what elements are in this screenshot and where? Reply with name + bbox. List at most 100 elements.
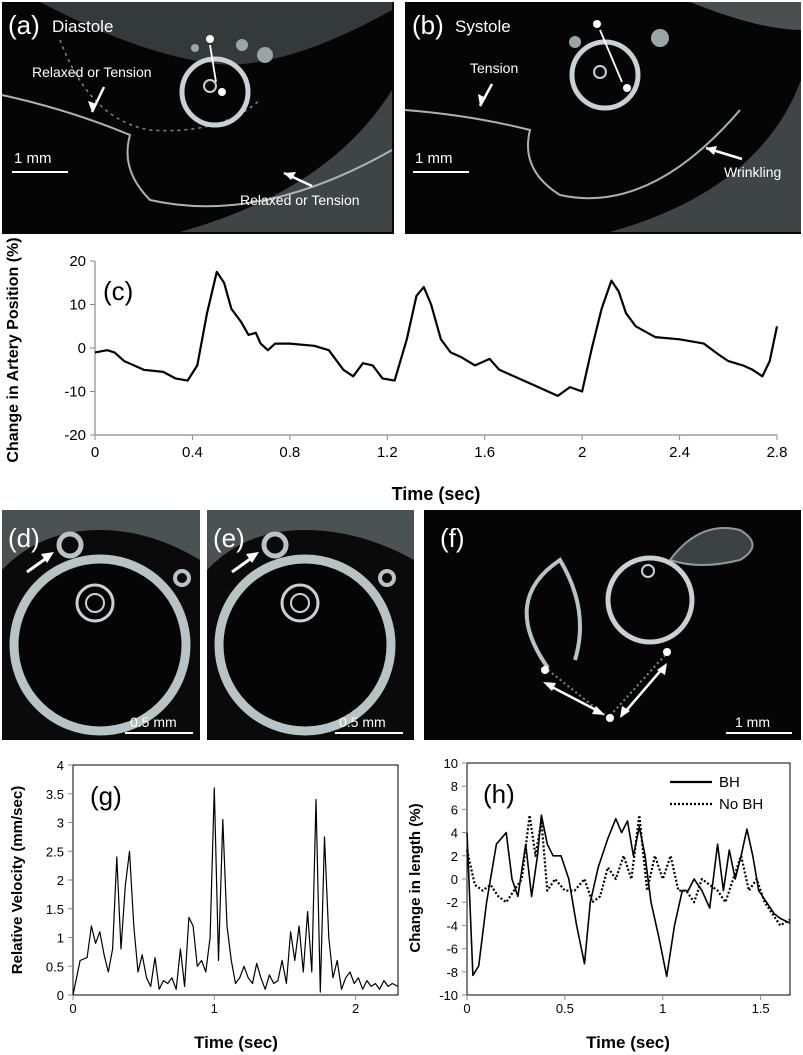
length-arrowhead-f-2b xyxy=(657,663,667,675)
tissue-d xyxy=(2,510,200,570)
length-arrowhead-f-1b xyxy=(592,706,605,715)
y-tick-label-h: -10 xyxy=(439,988,458,1003)
arrow-e xyxy=(231,555,254,574)
y-tick-label-c: -20 xyxy=(64,427,86,444)
y-axis-label-c: Change in Artery Position (%) xyxy=(5,237,22,462)
y-tick-label-g: 2.5 xyxy=(46,844,64,859)
side-vessel-d xyxy=(56,531,84,559)
marker-arrow-a xyxy=(209,44,217,83)
catheter-f xyxy=(641,564,655,578)
catheter-a xyxy=(203,79,217,93)
panel-label-b: (b) xyxy=(412,10,444,40)
x-tick-label-c: 2.4 xyxy=(669,444,690,461)
x-tick-label-g: 1 xyxy=(211,1001,218,1016)
y-tick-label-g: 1 xyxy=(57,931,64,946)
annotation-arrowhead-a-2 xyxy=(284,172,296,180)
y-tick-label-g: 1.5 xyxy=(46,902,64,917)
panel-label-a: (a) xyxy=(8,10,40,40)
y-tick-label-g: 4 xyxy=(57,758,64,773)
tissue-bottom-b xyxy=(610,80,801,232)
y-tick-label-h: 6 xyxy=(451,802,458,817)
side-vessel-e xyxy=(261,531,289,559)
panel-label-d: (d) xyxy=(8,523,40,553)
artery-ring-d xyxy=(9,554,191,736)
marker-dot-f-2 xyxy=(606,714,614,722)
vessel-a-2 xyxy=(236,39,248,51)
chart-h: 0 0.5 1 1.5 -10 -8 -6 -4 -2 0 2 4 6 8 10 Time (sec) Chan… xyxy=(407,756,791,1052)
scale-label-d: 0.5 mm xyxy=(130,714,177,730)
artery-ring-e xyxy=(214,554,396,736)
tissue-e xyxy=(207,510,414,570)
side-vessel-d-2 xyxy=(173,569,191,587)
y-tick-label-h: -4 xyxy=(446,918,458,933)
panel-label-f: (f) xyxy=(440,523,465,553)
y-tick-label-h: 0 xyxy=(451,872,458,887)
length-arrow-f-1 xyxy=(549,684,599,713)
scale-bar-a xyxy=(12,171,68,173)
marker-dot-b-1 xyxy=(593,20,601,28)
marker-dot-f-1 xyxy=(541,666,549,674)
x-tick-label-h: 1.5 xyxy=(752,1001,770,1016)
x-axis-label-c: Time (sec) xyxy=(392,484,481,504)
marker-dot-a-1 xyxy=(206,35,214,43)
catheter-e-inner xyxy=(290,593,310,613)
series-line-h-2 xyxy=(465,814,791,927)
image-panel-d: (d) 0.5 mm xyxy=(2,510,200,740)
y-tick-label-h: -8 xyxy=(446,965,458,980)
y-tick-label-c: 10 xyxy=(69,297,86,314)
y-tick-label-h: 2 xyxy=(451,849,458,864)
y-tick-label-h: 10 xyxy=(444,756,458,771)
vessel-b-1 xyxy=(651,29,669,47)
annotation-arrowhead-a-1 xyxy=(88,101,97,112)
artery-ring-a xyxy=(179,56,251,128)
scale-label-b: 1 mm xyxy=(415,150,453,167)
left-vessel-f xyxy=(524,557,582,670)
length-arrowhead-f-1a xyxy=(543,682,556,691)
legend-label-h-2: No BH xyxy=(719,796,763,813)
arrowhead-d xyxy=(41,552,54,563)
legend-label-h-1: BH xyxy=(719,774,740,791)
y-axis-label-g: Relative Velocity (mm/sec) xyxy=(9,786,26,974)
wall-line-a-2 xyxy=(59,39,261,132)
x-tick-label-h: 0 xyxy=(463,1001,470,1016)
tissue-bottom-a xyxy=(180,90,392,232)
marker-dot-b-2 xyxy=(623,84,631,92)
y-tick-label-h: 8 xyxy=(451,779,458,794)
marker-arrow-b xyxy=(599,29,623,83)
image-panel-b: (b) Systole Tension Wrinkling 1 mm xyxy=(404,2,801,234)
annotation-a-2: Relaxed or Tension xyxy=(240,192,360,208)
y-axis-label-h: Change in length (%) xyxy=(407,803,424,952)
annotation-a-1: Relaxed or Tension xyxy=(32,64,152,80)
scale-label-f: 1 mm xyxy=(735,714,770,730)
y-tick-label-g: 0 xyxy=(57,988,64,1003)
panel-label-g: (g) xyxy=(90,781,122,811)
scale-bar-f xyxy=(726,732,792,734)
annotation-arrowhead-b-1 xyxy=(478,94,486,106)
image-panel-a: (a) Diastole Relaxed or Tension Relaxed … xyxy=(1,2,394,234)
image-panel-e: (e) 0.5 mm xyxy=(207,510,414,740)
x-tick-label-c: 2 xyxy=(578,444,586,461)
y-tick-label-h: -6 xyxy=(446,942,458,957)
scale-bar-d xyxy=(125,732,193,734)
annotation-b-2: Wrinkling xyxy=(724,164,781,180)
tissue-f xyxy=(668,527,754,566)
length-arrowhead-f-2a xyxy=(620,706,630,718)
y-tick-label-h: -2 xyxy=(446,895,458,910)
scale-bar-b xyxy=(413,171,469,173)
x-tick-label-c: 0 xyxy=(91,444,99,461)
vessel-a-3 xyxy=(191,44,199,52)
image-panel-f: (f) 1 mm xyxy=(424,510,801,740)
chart-g: 0 1 2 0 0.5 1 1.5 2 2.5 3 3.5 4 Time (sec) Relative V… xyxy=(9,758,399,1052)
panel-title-a: Diastole xyxy=(52,17,113,36)
y-tick-label-c: 20 xyxy=(69,253,86,270)
x-axis-label-h: Time (sec) xyxy=(586,1033,670,1052)
y-tick-label-c: -10 xyxy=(64,384,86,401)
catheter-b xyxy=(593,65,607,79)
y-tick-label-c: 0 xyxy=(78,340,86,357)
annotation-b-1: Tension xyxy=(470,60,518,76)
panel-label-c: (c) xyxy=(103,276,133,306)
wall-line-a xyxy=(1,94,393,208)
panel-title-b: Systole xyxy=(455,17,511,36)
series-line-h-1 xyxy=(466,814,791,978)
